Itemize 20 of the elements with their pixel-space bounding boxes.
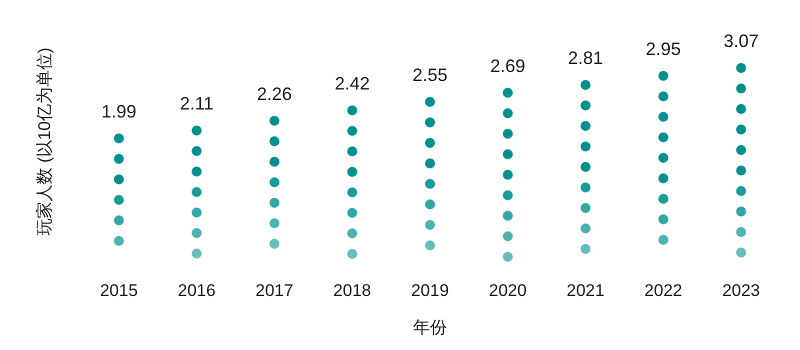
x-tick-label: 2016: [178, 281, 216, 300]
x-tick-label: 2020: [488, 281, 527, 300]
data-label: 2.11: [180, 94, 214, 114]
data-label: 1.99: [101, 101, 136, 122]
y-axis-title: 玩家人数 (以10亿为单位): [35, 48, 54, 236]
x-tick-label: 2019: [411, 281, 449, 300]
x-tick-label: 2021: [566, 281, 604, 300]
x-tick-label: 2015: [100, 281, 138, 300]
data-label: 2.42: [334, 73, 370, 94]
data-label: 3.07: [724, 31, 759, 51]
x-tick-label: 2018: [333, 281, 372, 300]
data-label: 2.81: [568, 48, 604, 68]
data-label: 2.26: [256, 84, 292, 104]
x-tick-label: 2017: [256, 281, 294, 300]
data-label: 2.95: [646, 38, 681, 59]
data-label: 2.69: [490, 56, 526, 76]
data-label: 2.55: [412, 64, 448, 85]
x-tick-label: 2022: [644, 281, 682, 300]
x-axis-title: 年份: [413, 318, 447, 337]
x-tick-label: 2023: [722, 281, 760, 300]
